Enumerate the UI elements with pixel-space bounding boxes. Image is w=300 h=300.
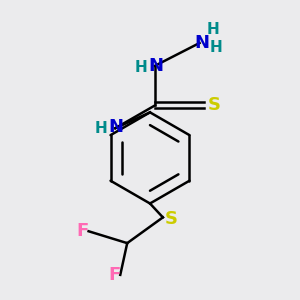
- Text: S: S: [208, 96, 221, 114]
- Text: N: N: [109, 118, 124, 136]
- Text: N: N: [194, 34, 209, 52]
- Text: N: N: [148, 57, 164, 75]
- Text: H: H: [207, 22, 220, 37]
- Text: H: H: [210, 40, 223, 56]
- Text: H: H: [135, 60, 148, 75]
- Text: S: S: [164, 210, 177, 228]
- Text: F: F: [76, 222, 89, 240]
- Text: H: H: [95, 121, 108, 136]
- Text: F: F: [108, 266, 121, 284]
